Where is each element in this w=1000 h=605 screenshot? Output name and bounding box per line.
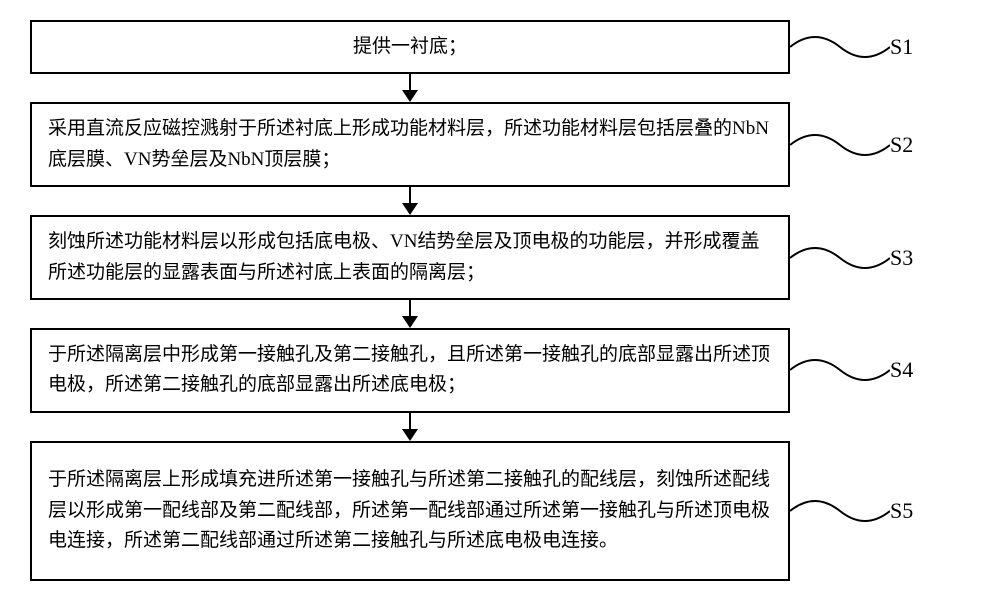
step-label: S3 bbox=[890, 245, 950, 271]
connector bbox=[790, 345, 890, 395]
curve-icon bbox=[790, 233, 890, 283]
arrow-down-icon bbox=[398, 74, 422, 102]
curve-icon bbox=[790, 486, 890, 536]
arrow-down-icon bbox=[398, 187, 422, 215]
curve-icon bbox=[790, 345, 890, 395]
arrow-row bbox=[30, 74, 970, 102]
step-text: 刻蚀所述功能材料层以形成包括底电极、VN结势垒层及顶电极的功能层，并形成覆盖所述… bbox=[48, 227, 772, 288]
step-row: 采用直流反应磁控溅射于所述衬底上形成功能材料层，所述功能材料层包括层叠的NbN底… bbox=[30, 102, 970, 187]
step-label: S4 bbox=[890, 357, 950, 383]
flowchart: 提供一衬底； S1 采用直流反应磁控溅射于所述衬底上形成功能材料层，所述功能材料… bbox=[30, 20, 970, 581]
step-row: 于所述隔离层上形成填充进所述第一接触孔与所述第二接触孔的配线层，刻蚀所述配线层以… bbox=[30, 441, 970, 581]
step-box-5: 于所述隔离层上形成填充进所述第一接触孔与所述第二接触孔的配线层，刻蚀所述配线层以… bbox=[30, 441, 790, 581]
arrow-down-icon bbox=[398, 413, 422, 441]
step-row: 提供一衬底； S1 bbox=[30, 20, 970, 74]
arrow-row bbox=[30, 187, 970, 215]
step-label: S2 bbox=[890, 132, 950, 158]
step-text: 于所述隔离层上形成填充进所述第一接触孔与所述第二接触孔的配线层，刻蚀所述配线层以… bbox=[48, 465, 772, 556]
curve-icon bbox=[790, 22, 890, 72]
step-box-1: 提供一衬底； bbox=[30, 20, 790, 74]
curve-icon bbox=[790, 120, 890, 170]
connector bbox=[790, 120, 890, 170]
connector bbox=[790, 22, 890, 72]
step-label: S1 bbox=[890, 34, 950, 60]
step-text: 提供一衬底； bbox=[353, 32, 467, 62]
step-box-2: 采用直流反应磁控溅射于所述衬底上形成功能材料层，所述功能材料层包括层叠的NbN底… bbox=[30, 102, 790, 187]
step-text: 采用直流反应磁控溅射于所述衬底上形成功能材料层，所述功能材料层包括层叠的NbN底… bbox=[48, 114, 772, 175]
arrow-row bbox=[30, 413, 970, 441]
arrow-down-icon bbox=[398, 300, 422, 328]
step-text: 于所述隔离层中形成第一接触孔及第二接触孔，且所述第一接触孔的底部显露出所述顶电极… bbox=[48, 340, 772, 401]
step-label: S5 bbox=[890, 498, 950, 524]
step-row: 刻蚀所述功能材料层以形成包括底电极、VN结势垒层及顶电极的功能层，并形成覆盖所述… bbox=[30, 215, 970, 300]
step-row: 于所述隔离层中形成第一接触孔及第二接触孔，且所述第一接触孔的底部显露出所述顶电极… bbox=[30, 328, 970, 413]
arrow-row bbox=[30, 300, 970, 328]
step-box-4: 于所述隔离层中形成第一接触孔及第二接触孔，且所述第一接触孔的底部显露出所述顶电极… bbox=[30, 328, 790, 413]
step-box-3: 刻蚀所述功能材料层以形成包括底电极、VN结势垒层及顶电极的功能层，并形成覆盖所述… bbox=[30, 215, 790, 300]
connector bbox=[790, 486, 890, 536]
connector bbox=[790, 233, 890, 283]
